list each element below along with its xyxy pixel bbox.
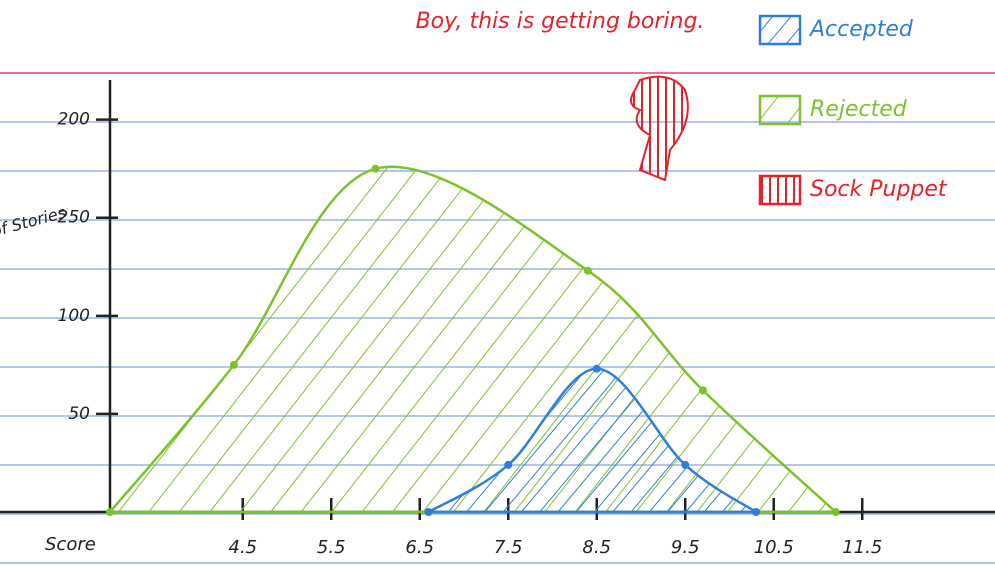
point [424, 508, 433, 516]
point [583, 266, 592, 275]
point [106, 508, 114, 516]
legend-label: Sock Puppet [810, 177, 948, 202]
legend-swatch [758, 14, 802, 46]
legend-label: Rejected [810, 97, 908, 122]
x-tick-label: 6.5 [405, 537, 434, 558]
point [752, 508, 761, 516]
legend-label: Accepted [808, 17, 914, 42]
y-tick-label: 100 [58, 306, 90, 326]
legend-swatch [758, 174, 802, 206]
x-tick-label: 7.5 [494, 537, 523, 558]
x-tick-label: 11.5 [842, 537, 882, 558]
point [504, 460, 513, 469]
y-tick-label: 50 [68, 404, 90, 424]
x-tick-label: 10.5 [754, 537, 794, 558]
annotation: Boy, this is getting boring. [416, 9, 705, 34]
legend-swatch [758, 94, 802, 126]
point [371, 164, 380, 173]
x-axis-label: Score [45, 534, 96, 555]
y-tick-label: 250 [58, 208, 90, 228]
area [107, 165, 839, 514]
x-tick-label: 4.5 [228, 537, 257, 558]
x-tick-label: 5.5 [317, 537, 346, 558]
point [831, 508, 840, 516]
point [229, 360, 238, 369]
point [592, 364, 601, 373]
point [681, 460, 690, 469]
x-tick-label: 9.5 [671, 537, 700, 558]
point [698, 386, 707, 395]
y-tick-label: 200 [58, 110, 90, 130]
hand-drawing [630, 75, 689, 182]
x-tick-label: 8.5 [582, 537, 611, 558]
